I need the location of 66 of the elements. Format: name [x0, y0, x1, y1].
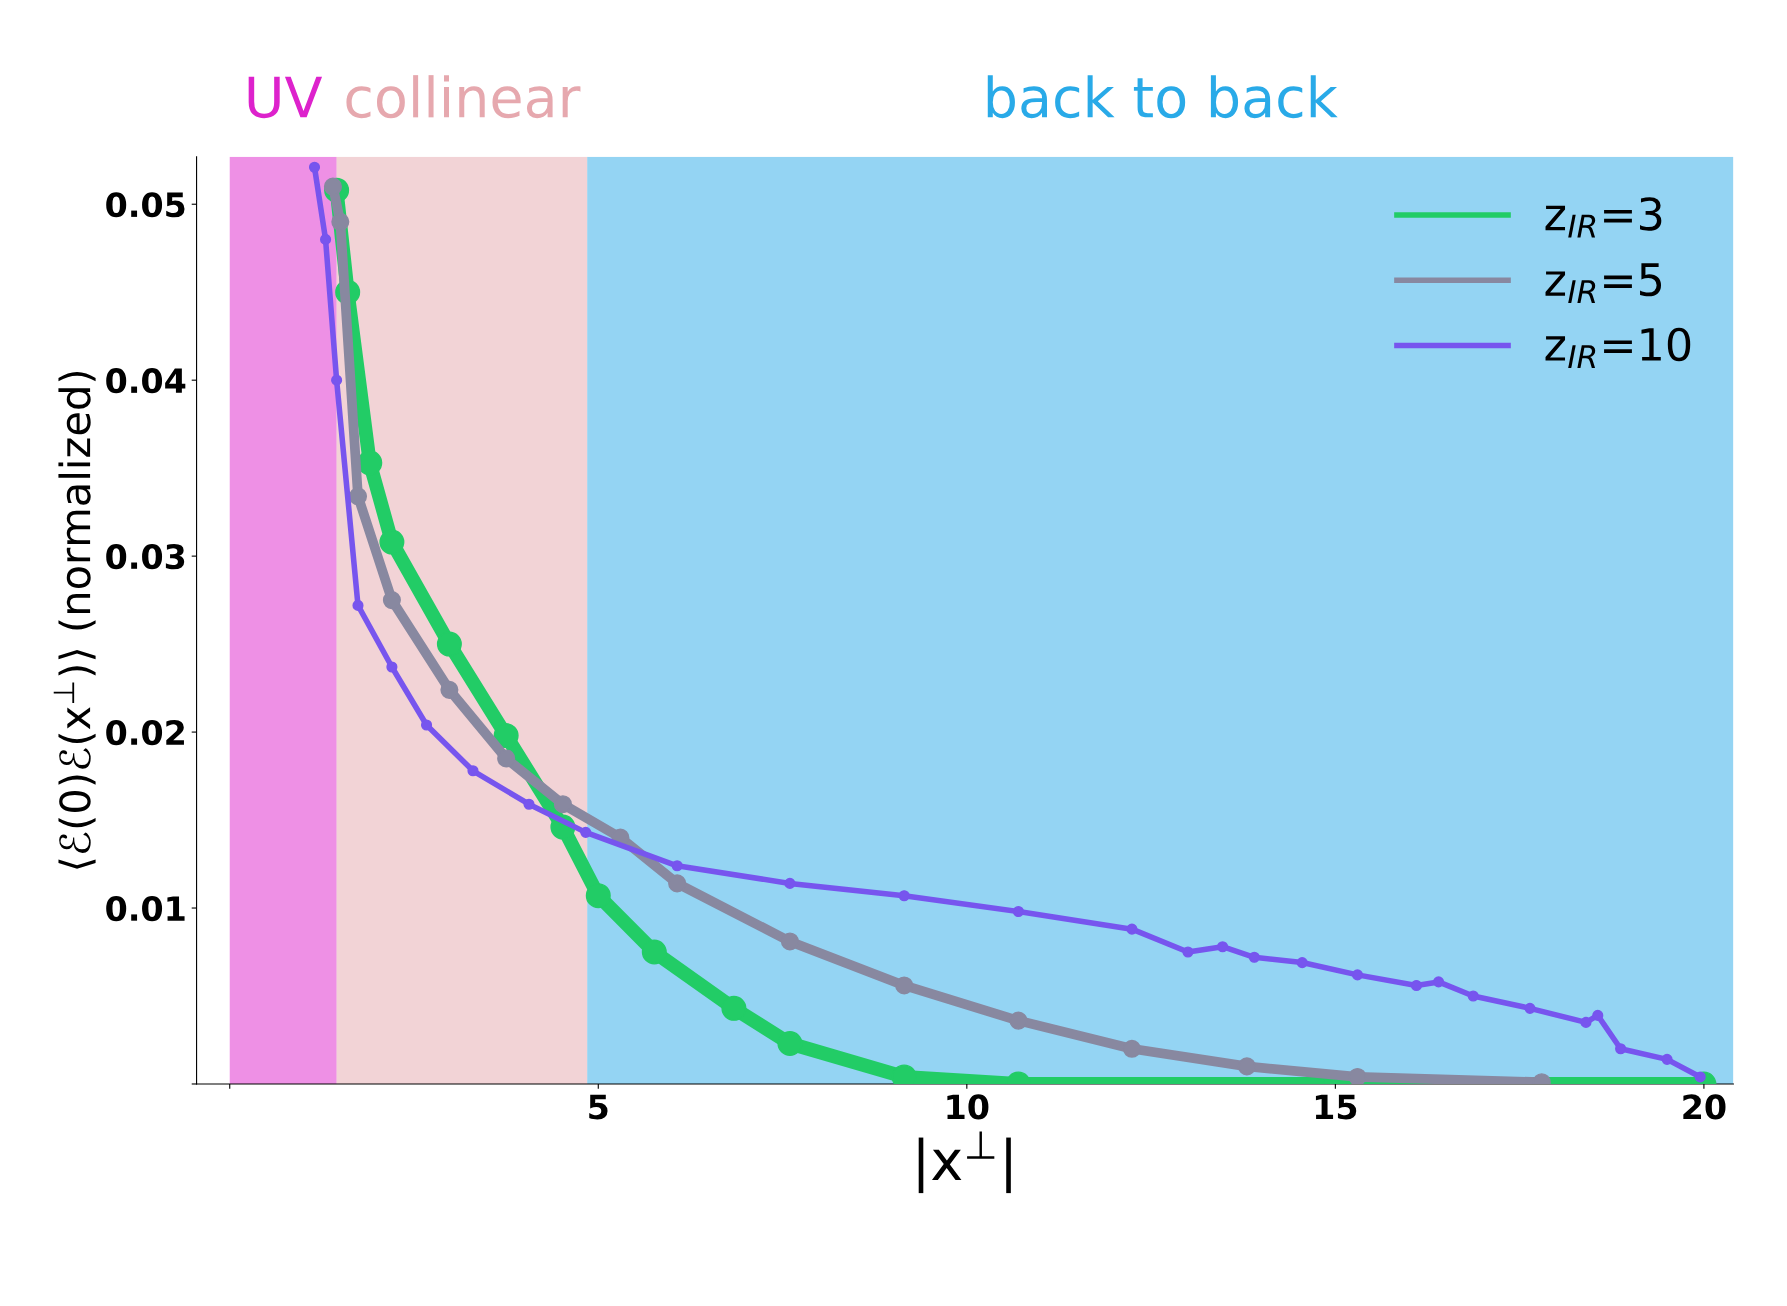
legend-label: z$_{IR}$=5	[1545, 263, 1662, 303]
point	[357, 450, 383, 476]
point	[668, 874, 687, 893]
point	[784, 877, 796, 889]
point	[777, 1031, 803, 1057]
point	[1122, 1039, 1141, 1058]
x-tick-label: 15	[1315, 1094, 1357, 1120]
point	[308, 161, 321, 173]
point	[780, 932, 799, 951]
point	[1410, 979, 1423, 992]
point	[1126, 923, 1138, 935]
point	[1248, 951, 1260, 963]
point	[1296, 957, 1308, 969]
y-tick-label: 0.03	[106, 544, 185, 570]
point	[895, 976, 914, 995]
point	[1012, 905, 1024, 918]
point	[348, 487, 368, 506]
point	[523, 798, 535, 810]
band-label: collinear	[346, 75, 581, 119]
y-tick-label: 0.04	[106, 368, 186, 394]
point	[1348, 1067, 1367, 1084]
y-tick-label: 0.02	[106, 720, 184, 746]
point	[379, 529, 405, 555]
point	[898, 890, 910, 902]
y-tick-label: 0.01	[106, 895, 185, 922]
point	[1467, 990, 1479, 1002]
point	[440, 680, 459, 699]
band-label: back to back	[987, 75, 1338, 119]
point	[721, 995, 747, 1021]
x-tick-label: 10	[947, 1094, 989, 1120]
point	[1351, 969, 1364, 981]
point	[467, 765, 479, 777]
point	[352, 599, 364, 611]
point	[331, 212, 350, 231]
point	[1580, 1016, 1592, 1028]
point	[580, 826, 592, 838]
x-tick-label: 5	[589, 1094, 608, 1120]
y-tick-label: 0.05	[106, 192, 185, 218]
point	[331, 374, 343, 386]
point	[386, 661, 398, 673]
legend-label: z$_{IR}$=3	[1545, 197, 1662, 238]
point	[493, 723, 519, 749]
point	[497, 749, 516, 768]
point	[671, 860, 683, 872]
band-label: UV	[248, 76, 323, 119]
point	[553, 795, 572, 814]
point	[1592, 1009, 1604, 1021]
point	[436, 631, 462, 657]
legend-label: z$_{IR}$=10	[1545, 327, 1691, 368]
point	[641, 939, 667, 965]
x-axis-title: |x$^{⊥}$|	[918, 1131, 1011, 1194]
point	[1182, 946, 1194, 958]
point	[382, 591, 401, 610]
x-tick-label: 20	[1683, 1094, 1726, 1120]
point	[1217, 941, 1229, 953]
point	[1661, 1053, 1673, 1065]
y-axis-title: ⟨ℰ(0)ℰ(x$^{⊥}$)⟩ (normalized)	[53, 371, 96, 869]
point	[420, 719, 433, 731]
point	[320, 233, 332, 245]
point	[1615, 1043, 1627, 1055]
point	[1432, 976, 1445, 988]
point	[585, 883, 611, 909]
point	[1524, 1002, 1536, 1014]
point	[1694, 1071, 1706, 1083]
point	[1009, 1011, 1028, 1030]
point	[1237, 1057, 1256, 1076]
